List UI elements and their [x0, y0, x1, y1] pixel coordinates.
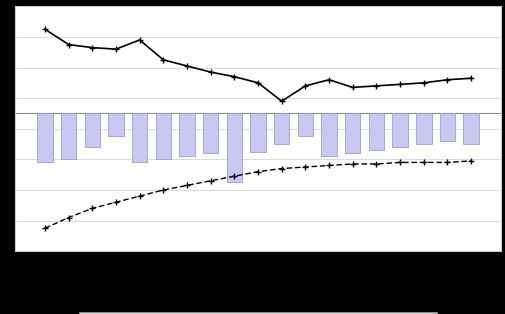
Bar: [344, 113, 360, 153]
Bar: [179, 113, 194, 156]
Bar: [368, 113, 383, 150]
Bar: [203, 113, 218, 153]
Bar: [274, 113, 289, 144]
Bar: [61, 113, 76, 160]
Bar: [108, 113, 123, 136]
Bar: [439, 113, 454, 141]
Bar: [297, 113, 313, 136]
Bar: [84, 113, 100, 147]
Bar: [415, 113, 431, 144]
Bar: [321, 113, 336, 156]
Bar: [463, 113, 478, 144]
Bar: [156, 113, 171, 160]
Bar: [226, 113, 241, 182]
Bar: [392, 113, 407, 147]
Bar: [250, 113, 265, 152]
Bar: [37, 113, 53, 162]
Legend: Indebitamento netto, Saldo primario, Interessi passivi: Indebitamento netto, Saldo primario, Int…: [79, 312, 436, 314]
Bar: [132, 113, 147, 162]
